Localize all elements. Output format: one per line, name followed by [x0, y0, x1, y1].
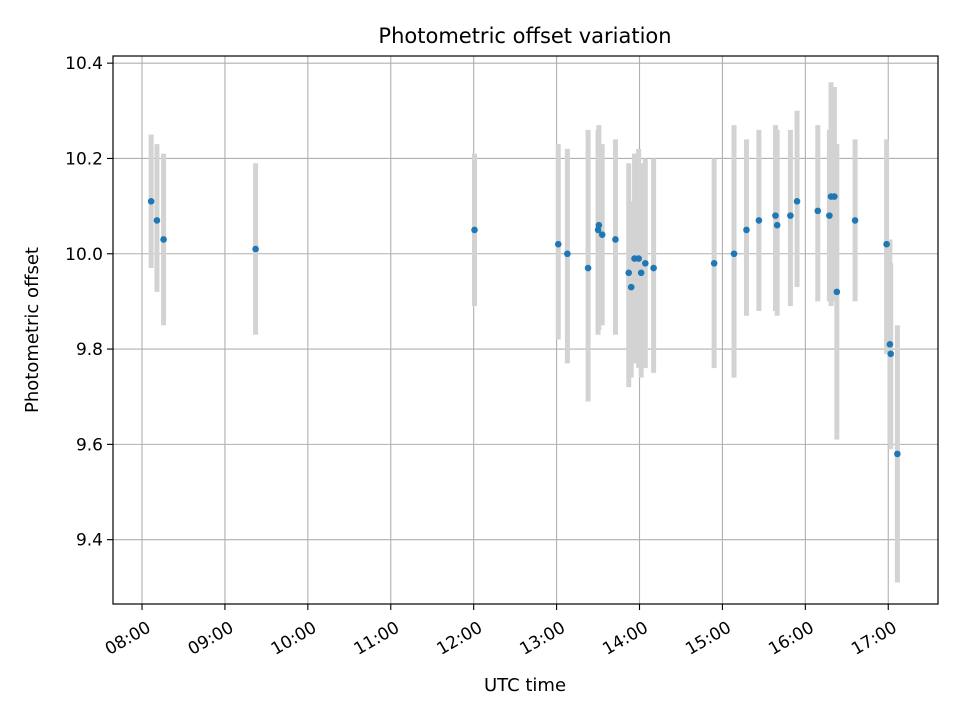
data-point: [153, 217, 161, 224]
data-point: [826, 212, 833, 219]
chart-title: Photometric offset variation: [378, 24, 671, 48]
data-point: [650, 264, 657, 272]
x-tick-label: 15:00: [682, 618, 734, 660]
data-point: [635, 255, 642, 262]
data-point: [637, 269, 645, 277]
data-point: [887, 350, 895, 358]
data-point: [625, 269, 633, 277]
data-point: [833, 288, 841, 296]
data-point: [160, 236, 167, 243]
x-tick-label: 11:00: [351, 618, 403, 660]
data-point: [627, 283, 635, 291]
data-point: [147, 198, 155, 205]
data-point: [252, 245, 259, 253]
data-point: [851, 217, 859, 224]
grid: [113, 56, 938, 604]
y-tick-label: 9.8: [76, 340, 103, 360]
x-tick-label: 12:00: [434, 618, 486, 660]
data-point: [584, 264, 592, 272]
data-points: [147, 193, 901, 458]
y-axis-label: Photometric offset: [22, 247, 43, 413]
x-tick-label: 09:00: [185, 618, 237, 660]
plot-frame: [112, 55, 939, 605]
x-tick-label: 10:00: [268, 618, 320, 660]
y-tick-label: 9.4: [76, 531, 103, 551]
data-point: [886, 340, 894, 348]
x-axis-label: UTC time: [484, 675, 566, 696]
x-tick-label: 14:00: [599, 618, 651, 660]
x-tick-label: 08:00: [102, 618, 154, 660]
data-point: [787, 212, 794, 219]
data-point: [772, 212, 779, 219]
data-point: [755, 217, 763, 224]
x-tick-label: 16:00: [765, 618, 817, 660]
x-tick-label: 17:00: [848, 618, 900, 660]
data-point: [710, 259, 718, 267]
data-point: [471, 226, 478, 234]
y-tick-label: 10.0: [65, 245, 103, 265]
data-point: [612, 236, 619, 243]
data-point: [894, 450, 901, 458]
data-point: [831, 193, 838, 200]
y-tick-label: 9.6: [76, 435, 103, 455]
data-point: [598, 231, 606, 238]
data-point: [564, 250, 571, 258]
data-point: [595, 221, 603, 229]
data-point: [743, 226, 750, 234]
data-point: [793, 198, 801, 205]
data-point: [554, 240, 562, 248]
x-axis-ticks: 08:00 09:00 10:00 11:00 12:00 13:00 14:00 15:00…: [102, 604, 901, 660]
data-point: [730, 250, 738, 258]
y-tick-label: 10.2: [65, 149, 103, 169]
y-axis-ticks: 9.4 9.6 9.8 10.0 10.2 10.4: [65, 54, 113, 551]
error-bars: [148, 82, 900, 583]
x-tick-label: 13:00: [516, 618, 568, 660]
data-point: [642, 259, 649, 267]
y-tick-label: 10.4: [65, 54, 103, 74]
data-point: [814, 207, 822, 215]
data-point: [773, 221, 781, 229]
data-point: [883, 240, 890, 248]
